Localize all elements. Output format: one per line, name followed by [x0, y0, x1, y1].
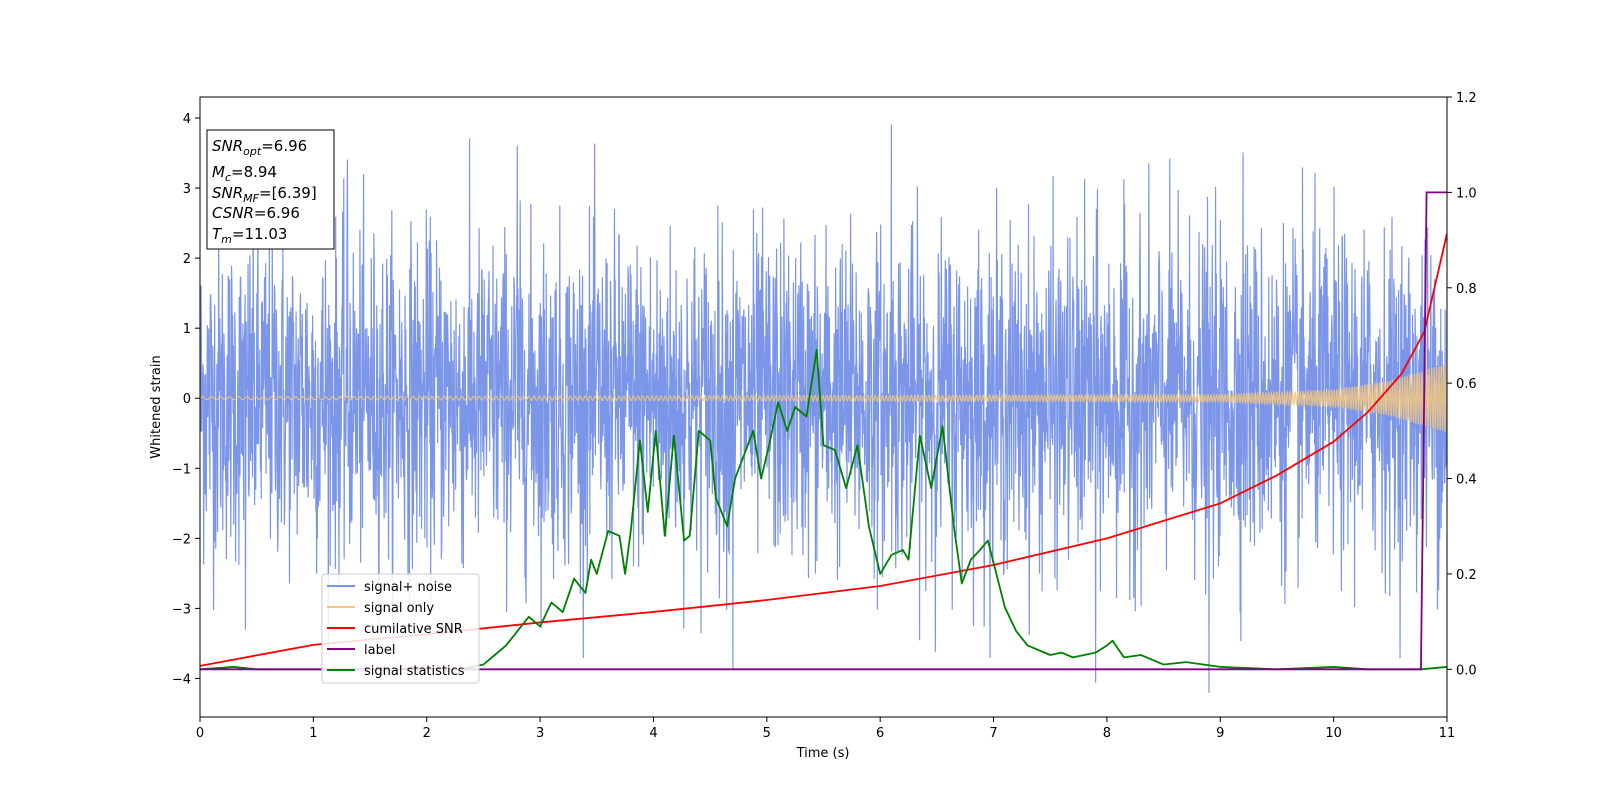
y-right-tick-label: 1.0 [1456, 186, 1477, 201]
annotation-subscript: opt [243, 145, 262, 158]
y-axis-left: −4 −3 −2 −1 0 1 2 3 4 [172, 112, 200, 687]
annotation-line: SNRMF=[6.39] [212, 184, 317, 205]
annotation-symbol: SNR [212, 184, 243, 202]
y-right-tick-label: 0.2 [1456, 568, 1477, 583]
y-left-tick-label: −2 [172, 532, 191, 547]
annotation-subscript: m [221, 233, 232, 246]
y-left-tick-label: 3 [183, 182, 191, 197]
x-tick-label: 10 [1325, 726, 1342, 741]
x-axis: 0 1 2 3 4 5 6 7 8 9 10 11 [196, 717, 1455, 741]
series-cumulative-snr [200, 233, 1447, 667]
y-axis-label: Whitened strain [149, 355, 164, 458]
y-left-tick-label: 2 [183, 252, 191, 267]
x-tick-label: 2 [423, 726, 431, 741]
annotation-value: =11.03 [232, 225, 288, 243]
y-left-tick-label: 4 [183, 112, 191, 127]
y-right-tick-label: 0.8 [1456, 282, 1477, 297]
plot-frame [199, 96, 1448, 718]
y-right-tick-label: 0.0 [1456, 663, 1477, 678]
annotation-symbol: M [212, 163, 225, 181]
legend-entry: signal statistics [364, 664, 465, 679]
y-axis-right: 0.0 0.2 0.4 0.6 0.8 1.0 1.2 [1447, 91, 1477, 678]
annotation-line: CSNR=6.96 [212, 204, 300, 222]
legend-entry: signal only [364, 601, 434, 616]
annotation-value: =8.94 [231, 163, 277, 181]
annotation-line: SNRopt=6.96 [212, 137, 307, 158]
x-tick-label: 3 [536, 726, 544, 741]
x-tick-label: 6 [876, 726, 884, 741]
annotation-value: =6.96 [254, 204, 300, 222]
y-left-tick-label: −3 [172, 602, 191, 617]
annotation-symbol: T [212, 225, 223, 243]
annotation-subscript: MF [243, 192, 259, 205]
series-signal-noise [200, 124, 1447, 694]
legend-frame [321, 573, 480, 684]
x-tick-label: 8 [1103, 726, 1111, 741]
annotation-line: Mc=8.94 [212, 163, 277, 184]
y-left-tick-label: −1 [172, 462, 191, 477]
y-right-tick-label: 0.6 [1456, 377, 1477, 392]
x-tick-label: 9 [1216, 726, 1224, 741]
legend-entry: cumilative SNR [364, 622, 463, 637]
annotation-symbol: SNR [212, 137, 243, 155]
x-tick-label: 5 [763, 726, 771, 741]
series-signal-only [200, 363, 1447, 433]
annotation-line: Tm=11.03 [212, 225, 287, 246]
legend-entry: label [364, 643, 395, 658]
y-left-tick-label: −4 [172, 672, 191, 687]
legend: signal+ noise signal only cumilative SNR la… [321, 573, 480, 684]
annotation-symbol: CSNR [212, 204, 254, 222]
y-left-tick-label: 1 [183, 322, 191, 337]
series-layer [200, 124, 1447, 694]
x-tick-label: 0 [196, 726, 204, 741]
annotation-value: =6.96 [261, 137, 307, 155]
x-tick-label: 1 [309, 726, 317, 741]
annotation-subscript: c [225, 171, 231, 184]
series-signal-statistics [200, 348, 1447, 671]
annotation-value: =[6.39] [259, 184, 317, 202]
y-right-tick-label: 0.4 [1456, 473, 1477, 488]
legend-entry: signal+ noise [364, 580, 452, 595]
y-left-tick-label: 0 [183, 392, 191, 407]
annotation-box: SNRopt=6.96Mc=8.94SNRMF=[6.39]CSNR=6.96T… [206, 129, 335, 250]
x-axis-label: Time (s) [796, 746, 850, 761]
x-tick-label: 11 [1439, 726, 1456, 741]
annotation-frame [206, 129, 335, 250]
y-right-tick-label: 1.2 [1456, 91, 1477, 106]
series-label [200, 191, 1447, 671]
x-tick-label: 7 [989, 726, 997, 741]
x-tick-label: 4 [649, 726, 657, 741]
